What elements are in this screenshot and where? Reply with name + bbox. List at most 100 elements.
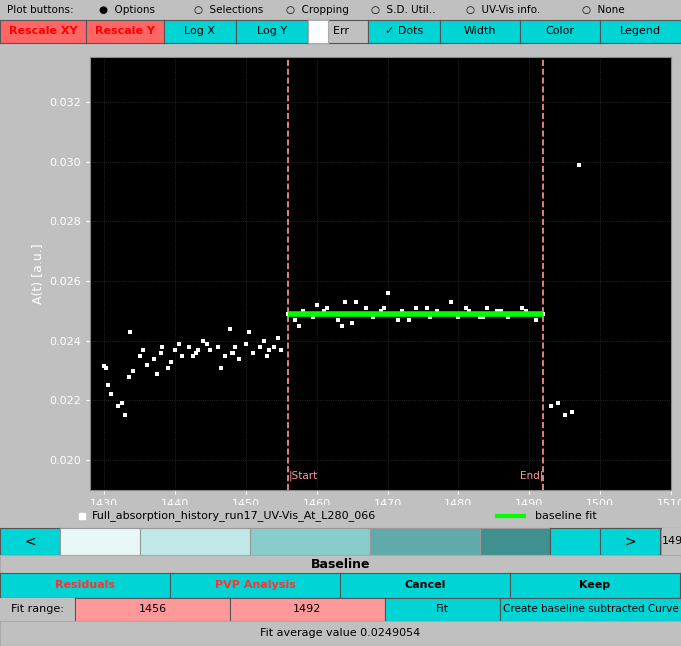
Point [163,362,174,373]
Point [390,309,400,319]
Point [439,309,449,319]
Point [297,306,308,316]
Point [467,309,478,319]
Text: Plot buttons:: Plot buttons: [7,5,74,15]
Point [198,335,209,346]
Point [255,342,266,352]
Text: 1456: 1456 [138,605,167,614]
Point [258,335,269,346]
Point [240,339,251,349]
Point [379,303,390,313]
Point [148,353,159,364]
Point [192,344,203,355]
Point [205,344,216,355]
Point [496,306,507,316]
Text: Create baseline subtracted Curve: Create baseline subtracted Curve [503,605,678,614]
Point [100,362,111,373]
Text: ○  UV-Vis info.: ○ UV-Vis info. [466,5,541,15]
Point [332,315,343,325]
Point [120,410,131,421]
Point [157,342,168,352]
Text: Rescale Y: Rescale Y [95,26,155,37]
Point [234,353,244,364]
Point [227,348,238,358]
Point [411,303,422,313]
Point [425,311,436,322]
Point [106,390,116,400]
Point [446,297,457,307]
Point [308,311,319,322]
Point [229,342,240,352]
Point [559,410,570,421]
Point [368,311,379,322]
Text: >: > [609,534,621,548]
Point [464,306,475,316]
Point [567,407,577,417]
Text: Cancel: Cancel [405,581,445,590]
Point [170,344,180,355]
Point [216,362,227,373]
Point [421,303,432,313]
Point [524,309,535,319]
Text: ○  Cropping: ○ Cropping [286,5,349,15]
Point [224,324,235,334]
Text: Baseline: Baseline [311,558,370,571]
Point [263,344,274,355]
Text: >: > [624,534,636,548]
Point [435,309,446,319]
Point [361,303,372,313]
Point [134,350,145,360]
Point [517,303,528,313]
Point [290,315,301,325]
Text: ○  S.D. Util..: ○ S.D. Util.. [371,5,436,15]
Point [191,348,202,358]
Point [364,309,375,319]
Text: 1492: 1492 [662,536,681,547]
Point [474,311,485,322]
Point [340,297,351,307]
Point [375,306,386,316]
Text: Color: Color [545,26,575,37]
Point [276,344,287,355]
Point [545,401,556,412]
Point [506,309,517,319]
Point [269,342,280,352]
Point [272,333,283,343]
Point [244,327,255,337]
Text: Fit: Fit [436,605,449,614]
Text: Rescale XY: Rescale XY [9,26,77,37]
Point [382,287,393,298]
Point [509,309,520,319]
Y-axis label: A(t) [a.u.]: A(t) [a.u.] [32,243,45,304]
Point [492,306,503,316]
Point [460,303,471,313]
Point [226,348,237,358]
Point [99,361,110,371]
Text: <: < [25,534,36,548]
Text: ○  None: ○ None [582,5,625,15]
Text: Full_absorption_history_run17_UV-Vis_At_L280_066: Full_absorption_history_run17_UV-Vis_At_… [92,510,376,521]
X-axis label: Time [s]: Time [s] [355,513,406,526]
Point [520,306,531,316]
Point [481,303,492,313]
Text: Log X: Log X [185,26,215,37]
Text: ✓ Dots: ✓ Dots [385,26,423,37]
Point [326,309,336,319]
Point [187,350,198,360]
Point [449,309,460,319]
Point [432,306,443,316]
Text: ●  Options: ● Options [99,5,155,15]
Point [552,398,563,408]
Text: Residuals: Residuals [55,581,115,590]
Text: ○  Selections: ○ Selections [194,5,264,15]
Point [166,357,177,367]
Text: Fit range:: Fit range: [11,605,64,614]
Point [403,315,414,325]
Point [116,398,127,408]
Text: Log Y: Log Y [257,26,287,37]
Point [102,380,113,391]
Point [393,315,404,325]
Point [336,320,347,331]
Point [478,311,489,322]
Point [283,309,294,319]
